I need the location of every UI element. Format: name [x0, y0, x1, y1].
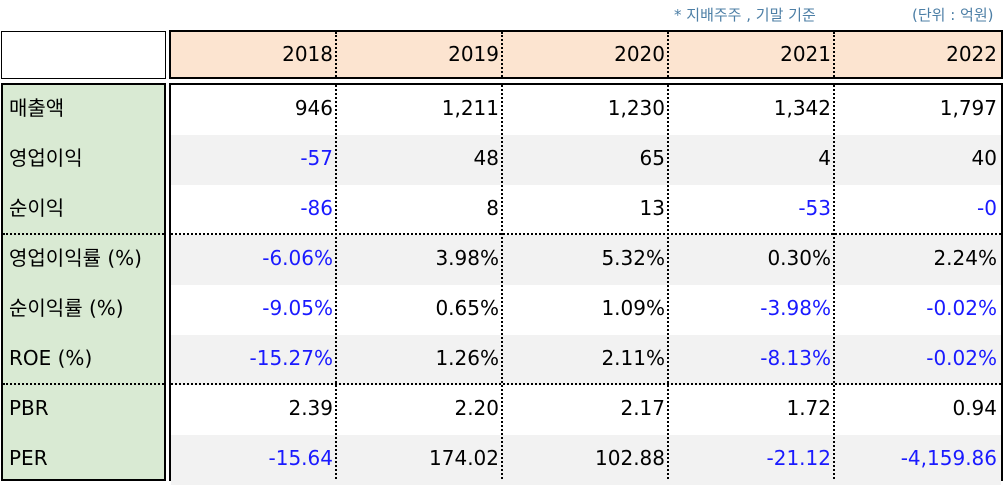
table-cell: -0: [977, 196, 997, 220]
row-label: 순이익률 (%): [9, 296, 124, 320]
table-cell: -86: [300, 196, 333, 220]
table-cell: 65: [639, 146, 665, 170]
row-label: 영업이익률 (%): [9, 246, 142, 270]
column-divider: [501, 32, 503, 77]
row-stripe: [171, 135, 1001, 185]
table-cell: -9.05%: [262, 296, 333, 320]
row-label: ROE (%): [9, 346, 93, 370]
group-divider: [171, 233, 1001, 235]
group-divider: [3, 383, 164, 385]
table-cell: 2.20: [454, 396, 499, 420]
row-label: 매출액: [9, 96, 65, 120]
table-cell: -53: [798, 196, 831, 220]
year-header-2021: 2021: [780, 42, 831, 66]
table-cell: 1,342: [773, 96, 831, 120]
table-cell: -3.98%: [760, 296, 831, 320]
table-cell: 2.24%: [933, 246, 997, 270]
year-header-2022: 2022: [946, 42, 997, 66]
row-stripe: [171, 235, 1001, 285]
year-header-2018: 2018: [282, 42, 333, 66]
unit-note: (단위 : 억원): [912, 6, 994, 24]
table-cell: 1,211: [441, 96, 499, 120]
year-header-row: 2018 2019 2020 2021 2022: [169, 30, 1003, 79]
column-divider: [833, 32, 835, 77]
row-stripe: [171, 435, 1001, 485]
table-cell: -0.02%: [926, 346, 997, 370]
table-cell: 1.72: [786, 396, 831, 420]
row-label: PBR: [9, 396, 49, 420]
table-cell: -8.13%: [760, 346, 831, 370]
table-cell: 174.02: [429, 446, 499, 470]
table-cell: 0.94: [952, 396, 997, 420]
column-divider: [501, 85, 503, 479]
table-cell: 0.30%: [767, 246, 831, 270]
table-cell: 1.26%: [435, 346, 499, 370]
table-cell: -0.02%: [926, 296, 997, 320]
basis-note: * 지배주주 , 기말 기준: [674, 6, 816, 24]
column-divider: [667, 32, 669, 77]
table-cell: 4: [818, 146, 831, 170]
table-cell: 2.11%: [601, 346, 665, 370]
table-cell: 1,797: [939, 96, 997, 120]
table-cell: 2.39: [288, 396, 333, 420]
table-cell: 102.88: [595, 446, 665, 470]
column-divider: [667, 85, 669, 479]
table-cell: 2.17: [620, 396, 665, 420]
table-cell: 13: [639, 196, 665, 220]
table-cell: 48: [473, 146, 499, 170]
table-cell: -57: [300, 146, 333, 170]
table-cell: 1,230: [607, 96, 665, 120]
column-divider: [335, 32, 337, 77]
row-label: 순이익: [9, 196, 65, 220]
column-divider: [335, 85, 337, 479]
table-cell: -6.06%: [262, 246, 333, 270]
table-cell: 3.98%: [435, 246, 499, 270]
table-cell: -21.12: [766, 446, 831, 470]
table-cell: -15.27%: [249, 346, 333, 370]
table-cell: 8: [486, 196, 499, 220]
table-cell: -4,159.86: [900, 446, 997, 470]
year-header-2020: 2020: [614, 42, 665, 66]
table-cell: 5.32%: [601, 246, 665, 270]
table-cell: 40: [971, 146, 997, 170]
table-cell: -15.64: [268, 446, 333, 470]
year-header-2019: 2019: [448, 42, 499, 66]
row-stripe: [171, 335, 1001, 385]
header-corner-cell: [1, 31, 166, 79]
table-body: 946 1,211 1,230 1,342 1,797 -57 48 65 4 40 -86 8 13 -…: [169, 83, 1003, 485]
table-cell: 1.09%: [601, 296, 665, 320]
row-label: 영업이익: [9, 146, 83, 170]
column-divider: [833, 85, 835, 479]
table-cell: 0.65%: [435, 296, 499, 320]
group-divider: [3, 233, 164, 235]
row-label: PER: [9, 446, 48, 470]
table-cell: 946: [294, 96, 333, 120]
group-divider: [171, 383, 1001, 385]
